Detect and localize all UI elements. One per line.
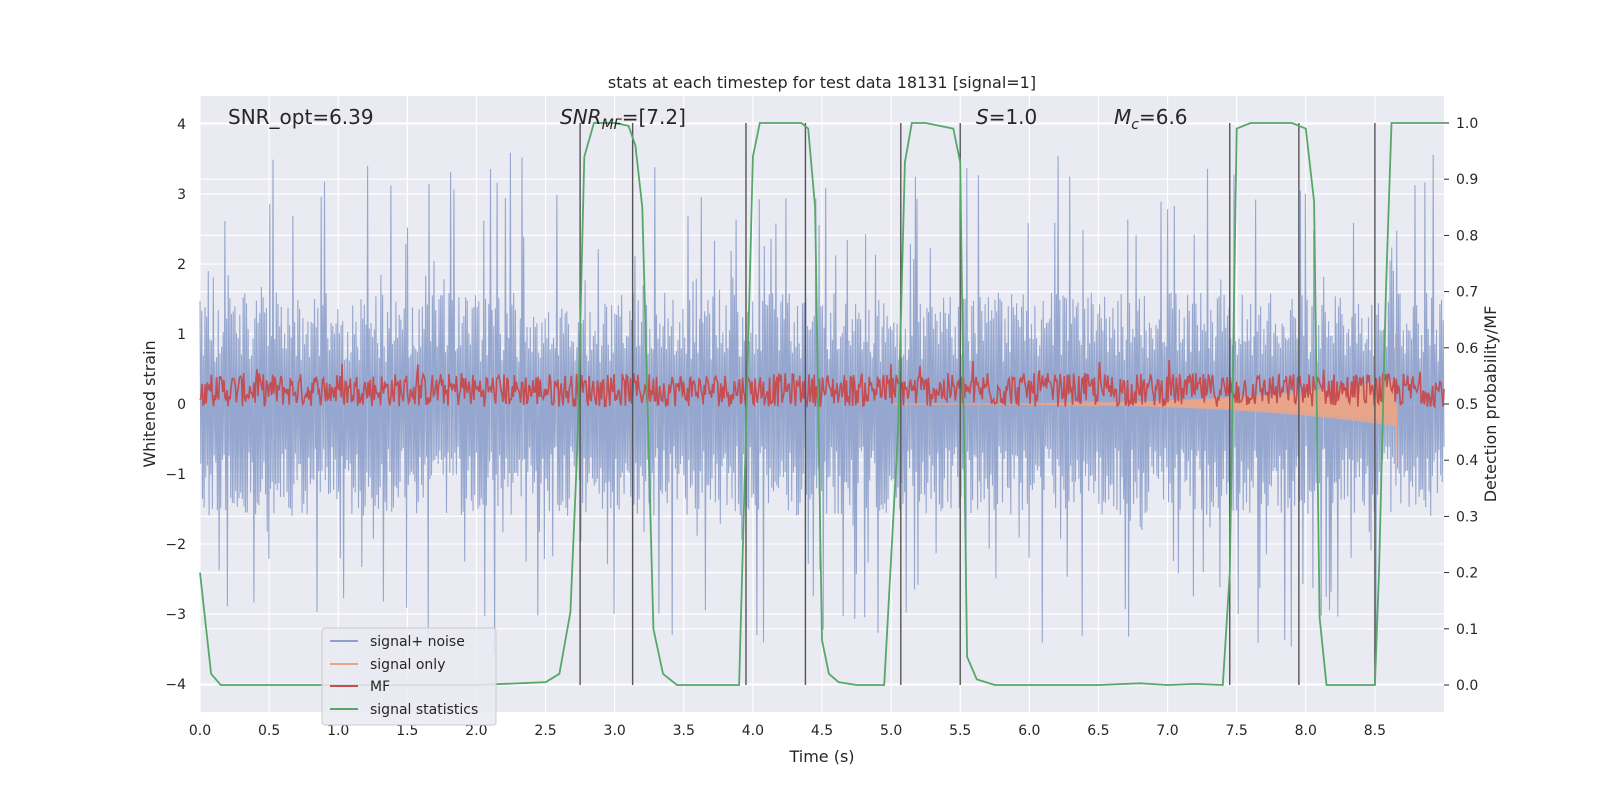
y-tick-label: 1 [177,327,186,343]
x-tick-label: 2.0 [465,723,487,739]
y-tick-label: 4 [177,117,186,133]
mf-series [199,359,1445,410]
annotation-s: S=1.0 [976,105,1037,129]
mf-line [199,359,1445,410]
x-tick-label: 0.5 [258,723,280,739]
y2-tick-label: 1.0 [1456,116,1478,132]
axis-ticks: 0.0 0.5 1.0 1.5 2.0 2.5 3.0 3.5 4.0 4.5 5.0 5.5 6.0 6… [165,116,1478,739]
y-axis-label: Whitened strain [140,340,159,467]
legend-label-signal-noise: signal+ noise [370,634,465,650]
legend-label-signal-statistics: signal statistics [370,702,478,718]
signal-statistics-series [199,122,1444,686]
x-tick-label: 0.0 [189,723,211,739]
annotation-snr-mf: SNRMF=[7.2] [560,105,686,133]
annotation-mc: Mc=6.6 [1114,105,1188,133]
x-tick-label: 6.5 [1087,723,1109,739]
x-tick-label: 4.0 [742,723,764,739]
x-tick-label: 3.0 [604,723,626,739]
legend-label-mf: MF [370,679,390,695]
signal-statistics-line [199,122,1444,686]
y2-tick-label: 0.5 [1456,397,1478,413]
y2-tick-label: 0.7 [1456,285,1478,301]
y2-tick-label: 0.2 [1456,566,1478,582]
x-axis-label: Time (s) [788,747,854,766]
y-tick-label: −1 [165,467,186,483]
x-tick-label: 8.0 [1295,723,1317,739]
x-tick-label: 8.5 [1364,723,1386,739]
y2-tick-label: 0.1 [1456,622,1478,638]
legend: signal+ noise signal only MF signal stat… [321,627,497,726]
chart-title: stats at each timestep for test data 181… [608,73,1036,92]
y-tick-label: 3 [177,187,186,203]
y2-axis-label: Detection probability/MF [1481,306,1500,503]
x-tick-label: 5.5 [949,723,971,739]
detection-markers [579,122,1376,686]
x-tick-label: 2.5 [534,723,556,739]
x-tick-label: 3.5 [673,723,695,739]
x-tick-label: 1.0 [327,723,349,739]
y-tick-label: −2 [165,537,186,553]
y2-tick-label: 0.8 [1456,228,1478,244]
signal-only-series [891,334,1398,468]
x-tick-label: 1.5 [396,723,418,739]
y-tick-label: 0 [177,397,186,413]
legend-box [321,627,497,726]
y-tick-label: −3 [165,607,186,623]
x-tick-label: 4.5 [811,723,833,739]
y2-tick-label: 0.9 [1456,172,1478,188]
y2-tick-label: 0.3 [1456,509,1478,525]
x-tick-label: 5.0 [880,723,902,739]
annotation-snr-opt: SNR_opt=6.39 [228,105,374,129]
y-tick-label: 2 [177,257,186,273]
y2-tick-label: 0.6 [1456,341,1478,357]
legend-label-signal-only: signal only [370,657,445,673]
y-tick-label: −4 [165,677,186,693]
x-tick-label: 6.0 [1018,723,1040,739]
y2-tick-label: 0.4 [1456,453,1478,469]
y2-tick-label: 0.0 [1456,678,1478,694]
signal-only-line [891,334,1398,468]
x-tick-label: 7.0 [1156,723,1178,739]
x-tick-label: 7.5 [1226,723,1248,739]
